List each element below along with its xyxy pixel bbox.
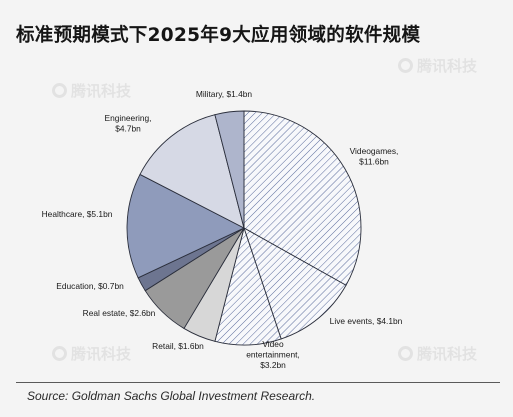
watermark: 腾讯科技	[398, 343, 477, 364]
slice-label-military: Military, $1.4bn	[196, 89, 253, 99]
slice-label-video-entertainment: Video entertainment, $3.2bn	[246, 339, 300, 370]
watermark-text: 腾讯科技	[71, 82, 132, 100]
watermark-logo-icon	[398, 58, 413, 73]
watermark: 腾讯科技	[398, 55, 477, 76]
watermark-logo-icon	[52, 83, 67, 98]
pie-slice-engineering	[139, 114, 245, 229]
slice-label-healthcare: Healthcare, $5.1bn	[42, 209, 113, 219]
slice-label-real-estate: Real estate, $2.6bn	[83, 308, 156, 318]
watermark-text: 腾讯科技	[71, 345, 132, 363]
source-note: Source: Goldman Sachs Global Investment …	[27, 389, 316, 403]
slice-label-videogames: Videogames, $11.6bn	[350, 146, 399, 167]
slice-label-engineering: Engineering, $4.7bn	[104, 113, 151, 134]
chart-title: 标准预期模式下2025年9大应用领域的软件规模	[16, 25, 421, 46]
watermark-text: 腾讯科技	[417, 57, 478, 75]
footer-rule	[16, 382, 500, 383]
watermark-text: 腾讯科技	[417, 345, 478, 363]
watermark-logo-icon	[52, 346, 67, 361]
watermark: 腾讯科技	[52, 80, 131, 101]
slice-label-retail: Retail, $1.6bn	[152, 341, 204, 351]
pie-slice-military	[214, 110, 245, 229]
pie-slice-videogames	[243, 110, 362, 286]
pie-slice-live-events	[243, 227, 347, 340]
slice-label-education: Education, $0.7bn	[56, 281, 124, 291]
watermark-logo-icon	[398, 346, 413, 361]
pie-slice-healthcare	[126, 173, 246, 279]
slice-label-live-events: Live events, $4.1bn	[330, 316, 403, 326]
watermark: 腾讯科技	[52, 343, 131, 364]
